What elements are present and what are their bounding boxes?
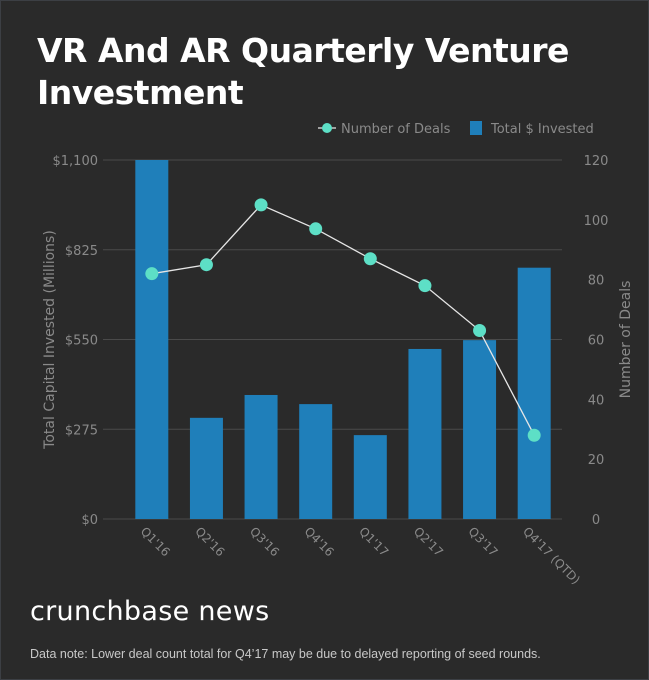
legend-invested-label: Total $ Invested <box>490 122 594 137</box>
deals-line <box>151 204 535 436</box>
y-tick-label: $1,100 <box>53 154 99 169</box>
legend-deals-icon <box>322 123 332 133</box>
data-note: Data note: Lower deal count total for Q4… <box>30 647 541 661</box>
deals-point <box>363 252 377 266</box>
chart-title: VR And AR Quarterly Venture Investment <box>37 31 569 112</box>
deals-point <box>473 324 487 338</box>
y2-tick-label: 80 <box>588 274 605 289</box>
y2-tick-label: 0 <box>592 513 600 528</box>
y2-axis-label: Number of Deals <box>618 281 634 399</box>
legend-invested-icon <box>470 121 482 135</box>
deals-point <box>527 428 541 442</box>
bar <box>408 348 442 519</box>
deals-point <box>418 279 432 293</box>
deals-point <box>254 198 268 212</box>
deals-point <box>145 267 159 281</box>
x-tick-label: Q4'16 <box>302 524 337 559</box>
x-tick-label: Q1'16 <box>138 524 173 559</box>
x-tick-label: Q2'16 <box>192 524 227 559</box>
y2-tick-label: 40 <box>588 393 605 408</box>
y2-tick-label: 60 <box>588 334 605 349</box>
y-tick-label: $275 <box>65 423 98 438</box>
x-tick-label: Q3'16 <box>247 524 282 559</box>
bar <box>463 340 497 519</box>
x-tick-label: Q3'17 <box>465 524 500 559</box>
bar <box>189 417 223 519</box>
y-axis-label: Total Capital Invested (Millions) <box>42 230 58 450</box>
y-tick-label: $0 <box>81 513 98 528</box>
y2-tick-label: 100 <box>584 214 609 229</box>
bar <box>135 160 169 519</box>
deals-point <box>199 258 213 272</box>
brand-logo: crunchbase news <box>30 596 270 627</box>
x-tick-label: Q4'17 (QTD) <box>520 524 583 587</box>
bar <box>244 394 278 519</box>
x-tick-label: Q2'17 <box>411 524 446 559</box>
bar <box>353 435 387 519</box>
y2-tick-label: 120 <box>584 154 609 169</box>
y2-tick-label: 20 <box>588 453 605 468</box>
y-tick-label: $825 <box>65 244 98 259</box>
x-tick-label: Q1'17 <box>356 524 391 559</box>
deals-point <box>309 222 323 236</box>
bar <box>299 404 333 519</box>
y-tick-label: $550 <box>65 334 98 349</box>
bar <box>517 267 551 519</box>
legend-deals-label: Number of Deals <box>341 122 451 137</box>
